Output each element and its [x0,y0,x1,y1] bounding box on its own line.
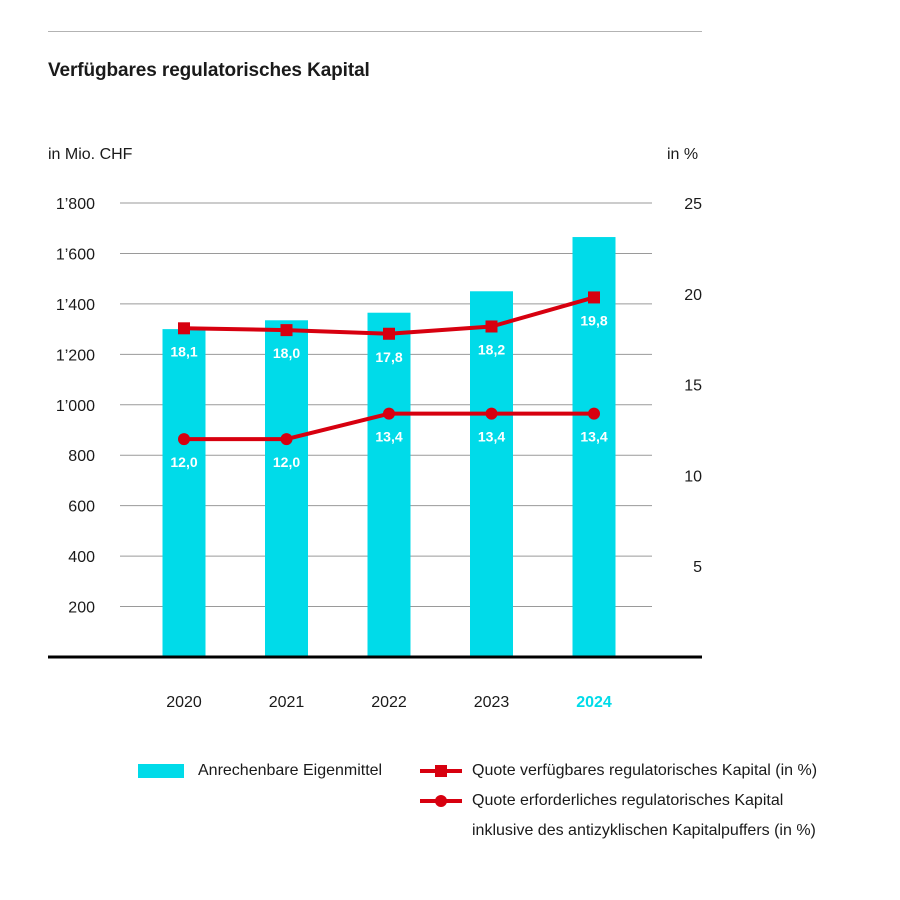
left-axis-unit: in Mio. CHF [48,146,133,163]
square-marker [280,324,293,337]
right-tick-label: 5 [693,559,702,576]
top-rule [48,31,702,32]
square-marker [485,320,498,333]
circle-marker [485,407,498,420]
bar-layer [162,237,616,658]
category-label: 2020 [166,694,202,711]
chart-title: Verfügbares regulatorisches Kapital [48,60,370,81]
circle-marker [178,433,190,446]
legend-circle-line-swatch [420,786,462,816]
data-label: 18,1 [170,343,197,359]
legend-bar-swatch [138,764,184,778]
bar [367,312,411,657]
category-label: 2021 [269,694,305,711]
data-label: 12,0 [170,454,197,470]
left-tick-label: 800 [68,448,95,465]
right-tick-label: 15 [684,378,702,395]
circle-marker [280,433,293,446]
left-tick-label: 600 [68,499,95,516]
left-tick-label: 400 [68,549,95,566]
square-marker [588,291,600,304]
square-marker [178,322,190,335]
circle-marker [383,407,395,420]
right-tick-label: 25 [684,196,702,213]
data-label: 17,8 [375,349,402,365]
line-layer [178,291,600,446]
data-label: 12,0 [273,454,300,470]
data-label: 13,4 [580,429,607,445]
data-label: 13,4 [478,429,505,445]
data-label: 13,4 [375,429,402,445]
circle-marker [588,407,600,420]
left-tick-label: 1’000 [56,398,95,415]
left-tick-label: 1’200 [56,347,95,364]
left-tick-label: 200 [68,600,95,617]
data-label: 18,2 [478,341,505,357]
legend-line-square-label: Quote verfügbares regulatorisches Kapita… [472,762,818,779]
bar [470,291,513,657]
legend-line-circle-label: Quote erforderliches regulatorisches Kap… [472,792,816,839]
category-label: 2022 [371,694,407,711]
legend-line-circle-entry: Quote erforderliches regulatorisches Kap… [420,786,817,846]
right-tick-label: 20 [684,287,702,304]
left-tick-label: 1’800 [56,196,95,213]
right-axis-unit: in % [667,146,699,163]
legend-line-square-entry: Quote verfügbares regulatorisches Kapita… [420,756,817,786]
legend-square-line-swatch [420,756,462,786]
data-label: 19,8 [580,312,607,328]
left-tick-label: 1’600 [56,246,95,263]
left-tick-label: 1’400 [56,297,95,314]
data-label: 18,0 [273,345,300,361]
category-label: 2024 [576,694,612,711]
bar [572,237,616,658]
category-label: 2023 [474,694,510,711]
label-layer: 18,1 18,0 17,8 18,2 19,8 12,0 12,0 13,4 13,4 13,4 [170,312,607,470]
legend-bar-entry: Anrechenbare Eigenmittel [138,756,382,786]
right-tick-label: 10 [684,468,702,485]
legend-line-entries: Quote verfügbares regulatorisches Kapita… [420,756,817,846]
bar [265,320,308,657]
axis-layer: 200 400 600 800 1’000 1’200 1’400 1’600 1’800 5 10… [48,196,702,711]
legend-bar-label: Anrechenbare Eigenmittel [198,762,383,779]
bar [162,329,206,657]
square-marker [383,327,395,340]
